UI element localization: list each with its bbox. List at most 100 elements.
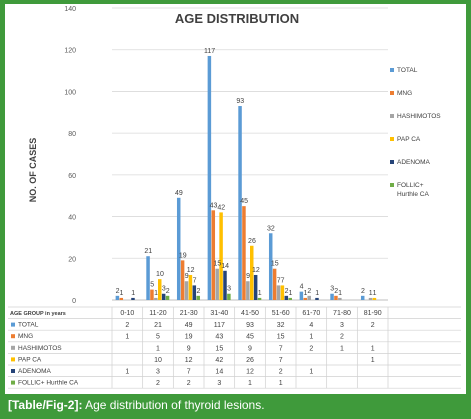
category-label: 81-90 (364, 310, 382, 317)
y-tick-label: 60 (68, 173, 76, 180)
y-tick-label: 120 (64, 48, 76, 55)
table-cell: 3 (217, 380, 221, 387)
bar-data-label: 19 (179, 252, 187, 259)
bar-data-label: 2 (116, 288, 120, 295)
table-cell: 1 (309, 334, 313, 341)
bar-data-label: 49 (175, 190, 183, 197)
bar (165, 295, 170, 300)
bar-data-label: 1 (131, 290, 135, 297)
bar-data-label: 7 (193, 277, 197, 284)
bar-data-label: 1 (154, 290, 158, 297)
table-series-label: FOLLIC+ Hurthle CA (18, 380, 79, 387)
table-legend-swatch (11, 357, 15, 362)
bar (238, 106, 242, 301)
table-series-label: ADENOMA (18, 368, 52, 375)
category-label: 11-20 (149, 310, 166, 317)
y-tick-label: 20 (68, 256, 76, 263)
legend-swatch (390, 68, 394, 72)
table-cell: 4 (309, 322, 313, 329)
table-cell: 1 (371, 357, 375, 364)
table-series-label: TOTAL (18, 322, 39, 329)
table-cell: 12 (185, 357, 193, 364)
legend-swatch (390, 91, 394, 95)
bar-data-label: 43 (210, 202, 218, 209)
legend-swatch (390, 114, 394, 118)
table-cell: 117 (214, 322, 225, 329)
bar-data-label: 3 (330, 286, 334, 293)
table-cell: 93 (246, 322, 254, 329)
bar (315, 297, 319, 300)
category-label: 31-40 (210, 310, 228, 317)
table-cell: 9 (248, 345, 252, 352)
bar-data-label: 3 (227, 286, 231, 293)
bar (146, 256, 150, 300)
caption-label: [Table/Fig-2]: (8, 398, 83, 412)
legend-label: FOLLIC+ (397, 182, 424, 189)
bar-data-label: 2 (166, 288, 170, 295)
y-tick-label: 100 (64, 89, 76, 96)
table-cell: 1 (125, 369, 129, 376)
bar-data-label: 1 (373, 290, 377, 297)
table-cell: 7 (279, 345, 283, 352)
table-cell: 26 (246, 357, 254, 364)
chart-title: AGE DISTRIBUTION (175, 11, 299, 26)
table-cell: 43 (215, 334, 223, 341)
category-label: 21-30 (180, 310, 198, 317)
figure-caption: [Table/Fig-2]: Age distribution of thyro… (8, 398, 265, 412)
bar (284, 295, 289, 300)
bar-data-label: 21 (144, 248, 152, 255)
legend-label: MNG (397, 90, 412, 97)
bar (307, 295, 311, 300)
table-cell: 3 (340, 322, 344, 329)
bar (180, 260, 185, 300)
table-cell: 19 (185, 334, 193, 341)
bar (223, 270, 227, 300)
table-cell: 1 (248, 380, 252, 387)
table-cell: 15 (215, 345, 223, 352)
bar-data-label: 7 (277, 277, 281, 284)
table-cell: 2 (187, 380, 191, 387)
bar-data-label: 2 (285, 288, 289, 295)
legend-label: TOTAL (397, 67, 418, 74)
bar-data-label: 1 (369, 290, 373, 297)
bar (119, 297, 124, 300)
bar (330, 293, 334, 300)
bar-data-label: 12 (252, 267, 260, 274)
category-label: 51-60 (272, 310, 290, 317)
bar-data-label: 1 (120, 290, 124, 297)
bar-data-label: 15 (213, 261, 221, 268)
bar (334, 295, 338, 300)
bar (299, 291, 304, 300)
table-cell: 3 (156, 369, 160, 376)
table-legend-swatch (11, 369, 15, 373)
bar (268, 233, 273, 300)
bar-data-label: 1 (288, 290, 292, 297)
bar (207, 55, 212, 300)
table-cell: 12 (246, 369, 254, 376)
table-cell: 1 (125, 334, 129, 341)
table-cell: 2 (371, 322, 375, 329)
table-legend-swatch (11, 380, 15, 385)
table-legend-swatch (11, 345, 15, 350)
table-cell: 14 (215, 369, 223, 376)
bar (360, 295, 365, 300)
bar (115, 295, 120, 300)
caption-text: Age distribution of thyroid lesions. (85, 398, 265, 412)
legend-swatch (390, 160, 394, 164)
bar-data-label: 117 (204, 48, 215, 55)
table-cell: 1 (156, 345, 160, 352)
bar (250, 245, 254, 300)
legend-swatch (390, 183, 394, 187)
y-tick-label: 0 (72, 298, 76, 305)
table-cell: 1 (309, 369, 313, 376)
table-cell: 42 (215, 357, 223, 364)
bar (242, 206, 246, 300)
bar (192, 285, 197, 300)
y-tick-label: 140 (64, 6, 76, 13)
bar (184, 281, 189, 300)
legend-swatch (390, 137, 394, 141)
bar (253, 274, 258, 300)
bar-data-label: 32 (267, 225, 275, 232)
bar (288, 297, 292, 300)
